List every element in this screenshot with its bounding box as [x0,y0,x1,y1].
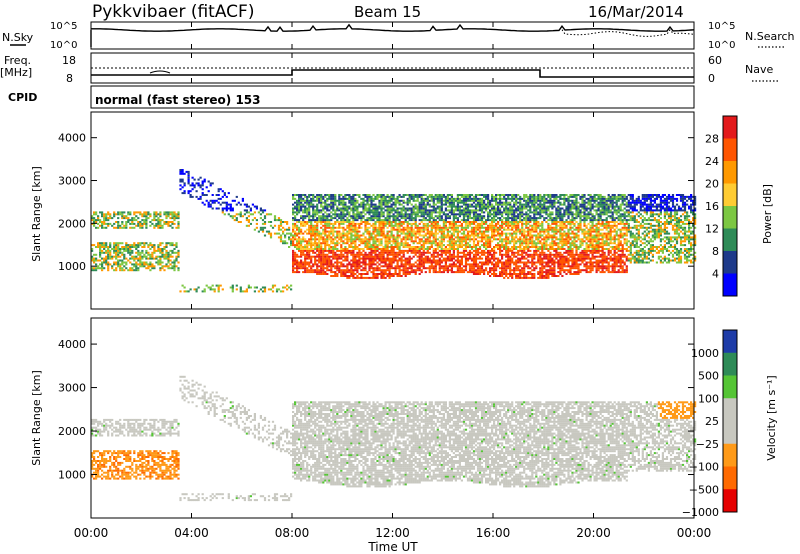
colorbar-segment [723,183,737,207]
colorbar-segment [723,352,737,376]
x-tick-label: 16:00 [476,526,511,540]
nsky-label: N.Sky [2,31,34,44]
velocity-colorbar: 1000 500 100 25 −25 −100 −500 −1000 [682,329,738,519]
x-tick-label: 00:00 [677,526,712,540]
nave-blip [149,70,171,74]
colorbar-tick: 100 [698,392,719,405]
radar-title: Pykkvibaer (fitACF) [92,2,254,22]
colorbar-segment [723,330,737,354]
colorbar-segment [723,443,737,467]
noise-tick-right-high: 10^5 [708,21,735,32]
colorbar-segment [723,421,737,445]
colorbar-tick: 4 [712,268,719,281]
noise-tick-left-high: 10^5 [50,21,77,32]
colorbar-tick: 20 [705,178,719,191]
y-tick-label: 4000 [58,338,86,351]
y-tick-label: 2000 [58,425,86,438]
colorbar-tick: 28 [705,133,719,146]
colorbar-tick: 25 [705,415,719,428]
colorbar-tick: 24 [705,155,719,168]
power-ylabel: Slant Range [km] [30,166,43,262]
colorbar-tick: 16 [705,200,719,213]
x-tick-label: 04:00 [174,526,209,540]
y-tick-label: 4000 [58,132,86,145]
x-tick-label: 20:00 [576,526,611,540]
noise-panel: N.Sky 10^5 10^0 10^5 10^0 N.Search [2,21,795,51]
y-tick-label: 1000 [58,469,86,482]
x-tick-label: 12:00 [375,526,410,540]
date-label: 16/Mar/2014 [588,3,684,21]
colorbar-tick: 500 [698,370,719,383]
velocity-heatmap [91,375,697,502]
noise-search-series [561,28,695,37]
y-tick-label: 3000 [58,175,86,188]
y-tick-label: 2000 [58,217,86,230]
colorbar-tick: −500 [689,483,719,496]
colorbar-segment [723,116,737,139]
colorbar-segment [723,138,737,162]
nave-tick-low: 0 [708,72,715,85]
x-tick-label: 00:00 [74,526,109,540]
cpid-panel [90,85,695,109]
x-axis: 00:00 04:00 08:00 12:00 16:00 20:00 00:00 [74,22,712,540]
cpid-label: CPID [8,91,37,104]
colorbar-segment [723,273,737,297]
colorbar-tick: 1000 [691,347,719,360]
freq-panel: Freq. [MHz] 18 8 60 0 Nave [0,52,778,85]
velocity-colorbar-label: Velocity [m s⁻¹] [765,375,778,460]
nave-series [91,69,694,78]
y-tick-label: 1000 [58,260,86,273]
power-colorbar: 28 24 20 16 12 8 4 [705,115,738,297]
colorbar-tick: −25 [696,438,719,451]
freq-tick-low: 8 [66,72,73,85]
colorbar-segment [723,466,737,490]
y-tick-label: 3000 [58,382,86,395]
nsearch-label: N.Search [745,30,795,43]
velocity-ylabel: Slant Range [km] [30,370,43,466]
freq-unit-label: [MHz] [0,66,32,79]
colorbar-tick: 8 [712,245,719,258]
beam-label: Beam 15 [354,3,421,21]
colorbar-segment [723,375,737,399]
colorbar-segment [723,161,737,184]
power-colorbar-label: Power [dB] [761,184,774,244]
power-heatmap [91,169,697,293]
velocity-panel: 1000 2000 3000 4000 Slant Range [km] 1000 50… [30,317,778,519]
colorbar-segment [723,251,737,274]
nave-label: Nave [745,63,773,76]
noise-tick-left-low: 10^0 [50,40,77,51]
colorbar-segment [723,228,737,252]
x-tick-label: 08:00 [275,526,310,540]
noise-tick-right-low: 10^0 [708,40,735,51]
noise-sky-series [90,23,695,47]
colorbar-segment [723,489,737,513]
colorbar-tick: −100 [689,461,719,474]
colorbar-tick: −1000 [682,506,719,519]
colorbar-segment [723,398,737,422]
colorbar-tick: 12 [705,223,719,236]
colorbar-segment [723,206,737,229]
freq-tick-high: 18 [62,54,76,67]
cpid-text: normal (fast stereo) 153 [95,93,261,107]
nave-tick-high: 60 [708,54,722,67]
power-panel: 1000 2000 3000 4000 Slant Range [km] 28 24 20… [30,111,774,310]
freq-label: Freq. [4,54,31,67]
x-axis-label: Time UT [367,540,418,554]
